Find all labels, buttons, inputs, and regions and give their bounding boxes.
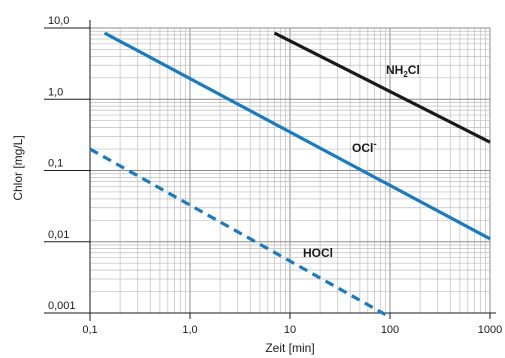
y-tick-label: 0,01 bbox=[48, 229, 69, 241]
x-axis-title: Zeit [min] bbox=[265, 341, 314, 355]
x-axis: 0,1 1,0 10 100 1000 bbox=[82, 312, 502, 336]
x-tick-label: 10 bbox=[284, 324, 296, 336]
y-axis-title: Chlor [mg/L] bbox=[11, 135, 25, 200]
y-tick-label: 1,0 bbox=[48, 86, 63, 98]
y-tick-label: 10,0 bbox=[48, 15, 69, 27]
grid bbox=[89, 27, 491, 314]
series-line bbox=[103, 31, 491, 241]
x-tick-label: 1000 bbox=[478, 324, 502, 336]
series-label-ocl: OCl- bbox=[352, 139, 377, 155]
x-tick-label: 0,1 bbox=[82, 324, 97, 336]
series-label-hocl: HOCl bbox=[303, 246, 333, 260]
series-lines bbox=[89, 31, 491, 316]
y-tick-label: 0,001 bbox=[48, 300, 76, 312]
x-tick-label: 100 bbox=[381, 324, 399, 336]
x-tick-label: 1,0 bbox=[182, 324, 197, 336]
y-axis: 10,0 1,0 0,1 0,01 0,001 bbox=[44, 15, 91, 321]
series-line bbox=[89, 147, 387, 316]
series-label-nh2cl: NH2Cl bbox=[386, 63, 420, 79]
series-line bbox=[273, 31, 491, 144]
y-tick-label: 0,1 bbox=[48, 158, 63, 170]
